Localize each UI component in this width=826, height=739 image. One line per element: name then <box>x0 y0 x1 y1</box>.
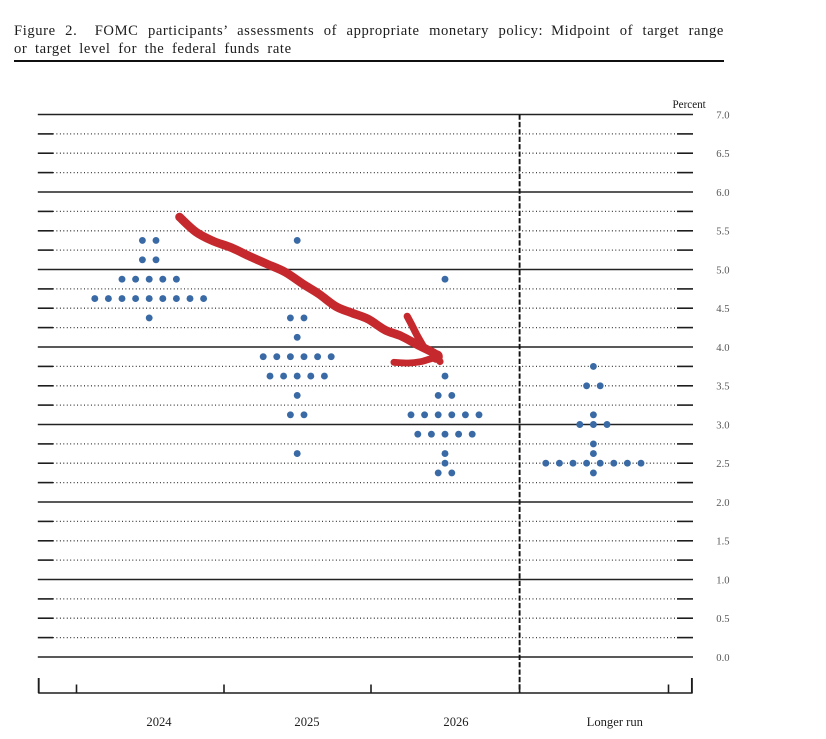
svg-text:2024: 2024 <box>146 715 172 729</box>
svg-text:4.0: 4.0 <box>716 343 729 354</box>
svg-text:6.0: 6.0 <box>716 188 729 199</box>
svg-text:Longer run: Longer run <box>587 715 644 729</box>
svg-text:3.5: 3.5 <box>716 382 729 393</box>
svg-text:2.0: 2.0 <box>716 498 729 509</box>
svg-text:0.5: 0.5 <box>716 614 729 625</box>
svg-text:1.5: 1.5 <box>716 537 729 548</box>
svg-text:6.5: 6.5 <box>716 149 729 160</box>
svg-text:2.5: 2.5 <box>716 459 729 470</box>
svg-text:Percent: Percent <box>673 99 707 111</box>
svg-text:2026: 2026 <box>443 715 468 729</box>
svg-text:5.5: 5.5 <box>716 227 729 238</box>
svg-text:4.5: 4.5 <box>716 304 729 315</box>
svg-text:1.0: 1.0 <box>716 575 729 586</box>
svg-text:2025: 2025 <box>294 715 319 729</box>
svg-text:0.0: 0.0 <box>716 653 729 664</box>
svg-text:7.0: 7.0 <box>716 110 729 121</box>
svg-text:5.0: 5.0 <box>716 265 729 276</box>
svg-text:3.0: 3.0 <box>716 420 729 431</box>
